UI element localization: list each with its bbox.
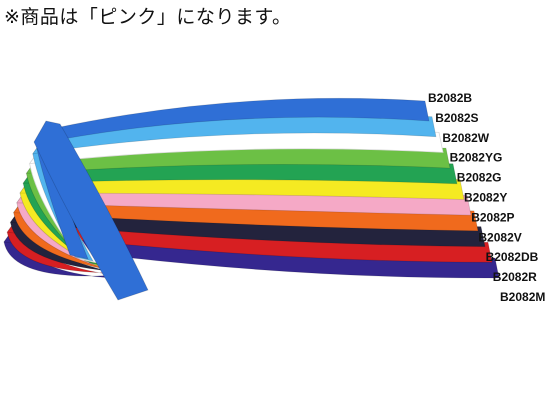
band-code-label: B2082Y [464,191,507,205]
band-labels: B2082B B2082S B2082W B2082YG B2082G B2082Y B20… [428,91,545,304]
band-code-label: B2082W [442,131,489,145]
band-drape [33,120,149,301]
band-code-label: B2082V [478,230,521,244]
band-code-label: B2082P [471,210,514,224]
band-code-label: B2082G [457,171,502,185]
band-strips [3,97,500,301]
band-code-label: B2082R [493,270,537,284]
band-code-label: B2082YG [450,151,503,165]
product-notice: ※商品は「ピンク」になります。 [4,6,292,28]
band-code-label: B2082M [500,290,545,304]
band-code-label: B2082B [428,91,472,105]
band-code-label: B2082S [435,111,478,125]
band-code-label: B2082DB [486,250,539,264]
